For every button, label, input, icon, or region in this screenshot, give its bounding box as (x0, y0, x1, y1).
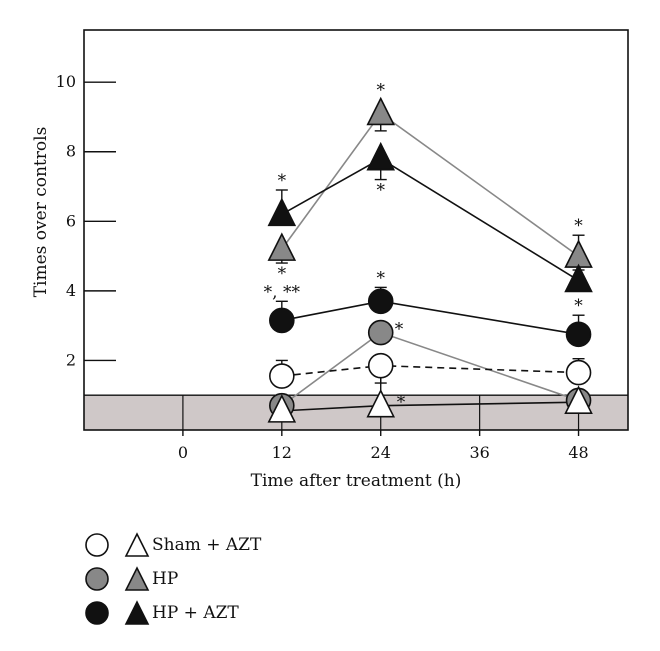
data-point (565, 321, 592, 348)
significance-label: * (278, 264, 287, 284)
legend-symbols (82, 598, 152, 628)
y-tick-label: 8 (66, 142, 76, 161)
data-point (267, 232, 297, 261)
series-line (281, 364, 579, 377)
data-point (366, 96, 396, 126)
x-tick-label: 36 (469, 443, 489, 462)
legend-marker-icon (85, 532, 150, 557)
data-point (366, 388, 396, 418)
significance-label: * (395, 320, 404, 340)
legend-item-hp: HP (82, 562, 261, 596)
data-point (269, 363, 295, 389)
y-tick-label: 10 (56, 72, 76, 91)
data-point (564, 263, 593, 293)
significance-label: * (397, 393, 406, 413)
series-line (281, 112, 580, 257)
x-tick-label: 48 (568, 443, 588, 462)
plot-frame (83, 29, 629, 431)
legend-symbols (82, 530, 152, 560)
y-tick-label: 4 (66, 281, 76, 300)
data-point (367, 352, 394, 379)
data-point (564, 385, 593, 414)
data-point (367, 288, 394, 315)
significance-label: * (376, 181, 385, 201)
x-tick-label: 24 (371, 443, 391, 462)
series-line (281, 157, 579, 282)
legend-label: Sham + AZT (152, 535, 262, 555)
x-axis-title: Time after treatment (h) (251, 471, 462, 491)
control-band (84, 395, 628, 430)
legend-symbols (82, 564, 152, 594)
data-point (366, 141, 396, 171)
legend-triangle-icon (124, 532, 150, 557)
legend-item-sham-azt: Sham + AZT (82, 528, 261, 562)
significance-label: * (574, 296, 583, 316)
legend-marker-icon (85, 600, 150, 625)
data-point (565, 359, 592, 386)
y-axis-title: Times over controls (31, 127, 51, 298)
series-line (281, 300, 579, 336)
legend-circle-icon (85, 601, 109, 625)
legend-label: HP + AZT (152, 603, 239, 623)
legend-marker-icon (85, 566, 150, 591)
data-point (367, 319, 394, 346)
y-tick-label: 2 (66, 350, 76, 369)
data-point (267, 394, 297, 423)
significance-label: * (376, 80, 385, 100)
significance-label: * (278, 171, 287, 191)
legend-item-hp-azt: HP + AZT (82, 596, 261, 630)
legend-label: HP (152, 569, 179, 589)
significance-label: * (376, 268, 385, 288)
data-point (267, 197, 297, 227)
data-point (564, 239, 593, 268)
x-tick-label: 0 (178, 443, 188, 462)
significance-label: *, ** (264, 282, 301, 302)
legend-triangle-icon (124, 566, 150, 591)
x-tick-label: 12 (272, 443, 292, 462)
legend: Sham + AZT HP HP + AZT (82, 528, 261, 630)
legend-triangle-icon (124, 600, 150, 625)
y-tick-label: 6 (66, 211, 76, 230)
data-point (269, 307, 295, 334)
legend-circle-icon (85, 567, 109, 591)
legend-circle-icon (85, 533, 109, 557)
significance-label: * (574, 216, 583, 236)
